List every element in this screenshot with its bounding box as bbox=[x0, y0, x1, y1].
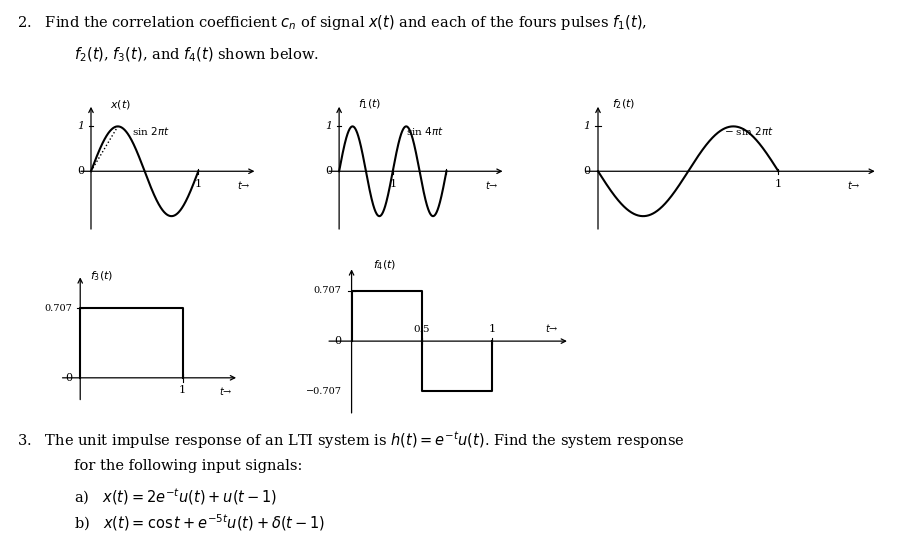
Text: 1: 1 bbox=[489, 324, 496, 334]
Text: $t$→: $t$→ bbox=[484, 179, 498, 191]
Text: $t$→: $t$→ bbox=[219, 385, 233, 397]
Text: $f_1(t)$: $f_1(t)$ bbox=[358, 97, 381, 111]
Text: −0.707: −0.707 bbox=[306, 387, 342, 396]
Text: 1: 1 bbox=[179, 385, 187, 395]
Text: 0.707: 0.707 bbox=[314, 286, 342, 295]
Text: $-$ sin $2\pi t$: $-$ sin $2\pi t$ bbox=[724, 125, 774, 137]
Text: b)   $x(t) = \cos t + e^{-5t}u(t) + \delta(t-1)$: b) $x(t) = \cos t + e^{-5t}u(t) + \delta… bbox=[51, 513, 325, 533]
Text: 3.   The unit impulse response of an LTI system is $h(t) = e^{-t}u(t)$. Find the: 3. The unit impulse response of an LTI s… bbox=[17, 429, 685, 451]
Text: $f_2(t)$, $f_3(t)$, and $f_4(t)$ shown below.: $f_2(t)$, $f_3(t)$, and $f_4(t)$ shown b… bbox=[51, 45, 319, 64]
Text: 1: 1 bbox=[325, 122, 333, 131]
Text: $t$→: $t$→ bbox=[545, 322, 559, 334]
Text: 1: 1 bbox=[77, 122, 85, 131]
Text: $t$→: $t$→ bbox=[847, 179, 861, 191]
Text: 0.707: 0.707 bbox=[44, 304, 72, 313]
Text: 1: 1 bbox=[584, 122, 591, 131]
Text: $f_2(t)$: $f_2(t)$ bbox=[612, 97, 636, 111]
Text: 1: 1 bbox=[775, 179, 782, 189]
Text: for the following input signals:: for the following input signals: bbox=[51, 459, 302, 473]
Text: $t$→: $t$→ bbox=[236, 179, 250, 191]
Text: 1: 1 bbox=[195, 179, 202, 189]
Text: sin $2\pi t$: sin $2\pi t$ bbox=[131, 125, 170, 137]
Text: 2.   Find the correlation coefficient $c_n$ of signal $x(t)$ and each of the fou: 2. Find the correlation coefficient $c_n… bbox=[17, 13, 647, 33]
Text: $x(t)$: $x(t)$ bbox=[110, 98, 131, 111]
Text: 0: 0 bbox=[325, 166, 333, 176]
Text: 0: 0 bbox=[77, 166, 85, 176]
Text: $f_4(t)$: $f_4(t)$ bbox=[373, 259, 396, 272]
Text: 0: 0 bbox=[335, 336, 342, 346]
Text: 0.5: 0.5 bbox=[414, 325, 430, 334]
Text: 0: 0 bbox=[584, 166, 591, 176]
Text: 0: 0 bbox=[65, 373, 72, 383]
Text: sin $4\pi t$: sin $4\pi t$ bbox=[405, 125, 444, 137]
Text: a)   $x(t) = 2e^{-t}u(t) + u(t-1)$: a) $x(t) = 2e^{-t}u(t) + u(t-1)$ bbox=[51, 486, 277, 507]
Text: $f_3(t)$: $f_3(t)$ bbox=[90, 270, 114, 284]
Text: 1: 1 bbox=[390, 179, 396, 189]
